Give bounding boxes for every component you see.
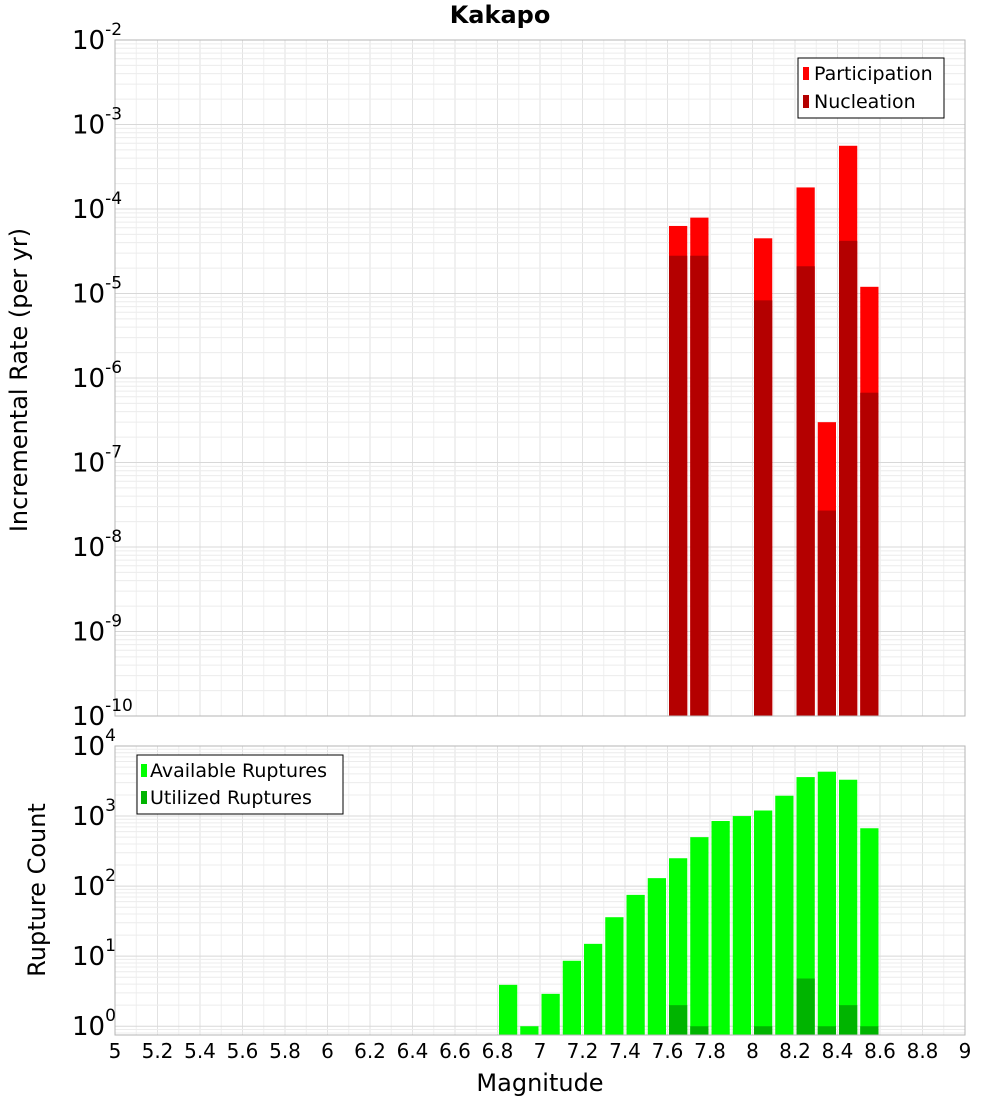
legend-swatch-participation — [803, 67, 809, 80]
bottom-bar-available-ruptures — [669, 858, 688, 1035]
x-tick-labels: 5 5.2 5.4 5.6 5.8 6 6.2 6.4 6.6 6.8 7 7.2 7.4 7.6 7.8 8… — [109, 1039, 972, 1063]
y-tick-label: 10-8 — [72, 527, 122, 563]
y-tick-label: 10-5 — [72, 274, 122, 310]
bottom-bar-utilized-ruptures — [690, 1026, 709, 1035]
top-bar-nucleation — [839, 240, 858, 716]
x-tick-label: 7.2 — [567, 1039, 599, 1063]
x-tick-label: 8.2 — [779, 1039, 811, 1063]
top-bar-nucleation — [669, 255, 688, 716]
y-tick-label: 100 — [72, 1006, 116, 1042]
top-y-ticks: 10-10 10-9 10-8 10-7 10-6 10-5 10-4 10-3 10-2 — [72, 20, 133, 732]
top-grid — [115, 40, 965, 716]
legend-swatch-utilized — [141, 791, 147, 804]
bottom-legend: Available Ruptures Utilized Ruptures — [136, 754, 344, 815]
bottom-bar-available-ruptures — [626, 894, 645, 1035]
bottom-bar-available-ruptures — [711, 821, 730, 1035]
bottom-bar-available-ruptures — [860, 828, 879, 1035]
x-tick-label: 9 — [959, 1039, 972, 1063]
y-tick-label: 104 — [72, 726, 116, 762]
bottom-y-ticks: 100 101 102 103 104 — [72, 726, 116, 1042]
chart-title: Kakapo — [450, 1, 551, 29]
x-tick-label: 7.8 — [694, 1039, 726, 1063]
y-tick-label: 10-6 — [72, 358, 122, 394]
top-bar-nucleation — [754, 300, 773, 716]
bottom-bar-available-ruptures — [605, 917, 624, 1035]
x-tick-label: 8.6 — [864, 1039, 896, 1063]
top-bars — [669, 145, 879, 717]
bottom-bar-available-ruptures — [775, 795, 794, 1035]
x-tick-label: 8.8 — [907, 1039, 939, 1063]
y-tick-label: 10-7 — [72, 443, 122, 479]
y-tick-label: 10-3 — [72, 105, 122, 141]
top-plot: 10-10 10-9 10-8 10-7 10-6 10-5 10-4 10-3 10-2 In… — [5, 20, 966, 732]
y-tick-label: 10-2 — [72, 20, 122, 56]
top-legend: Participation Nucleation — [797, 57, 945, 119]
legend-label-participation: Participation — [814, 63, 933, 85]
x-tick-label: 6.4 — [397, 1039, 429, 1063]
y-tick-label: 102 — [72, 866, 116, 902]
bottom-bar-available-ruptures — [690, 837, 709, 1035]
legend-label-nucleation: Nucleation — [814, 91, 916, 113]
x-tick-label: 6.2 — [354, 1039, 386, 1063]
bottom-bar-utilized-ruptures — [839, 1005, 858, 1035]
top-bar-nucleation — [817, 510, 836, 716]
legend-swatch-available — [141, 764, 147, 777]
bottom-bar-utilized-ruptures — [669, 1005, 688, 1035]
bottom-bar-available-ruptures — [647, 878, 666, 1035]
y-tick-label: 10-10 — [72, 696, 133, 732]
top-bar-nucleation — [860, 392, 879, 716]
legend-label-available: Available Ruptures — [150, 760, 327, 782]
x-tick-label: 5.4 — [184, 1039, 216, 1063]
bottom-bar-available-ruptures — [562, 960, 581, 1035]
bottom-bar-available-ruptures — [541, 993, 560, 1035]
bottom-bar-available-ruptures — [817, 771, 836, 1035]
bottom-y-axis-title: Rupture Count — [23, 803, 51, 977]
legend-swatch-nucleation — [803, 95, 809, 108]
legend-label-utilized: Utilized Ruptures — [150, 787, 312, 809]
y-tick-label: 10-9 — [72, 612, 122, 648]
top-legend-box — [797, 57, 945, 119]
y-tick-label: 101 — [72, 936, 116, 972]
x-tick-label: 8 — [746, 1039, 759, 1063]
x-tick-label: 6 — [321, 1039, 334, 1063]
x-tick-label: 6.6 — [439, 1039, 471, 1063]
bottom-plot-border — [114, 745, 966, 1036]
bottom-bar-available-ruptures — [732, 816, 751, 1035]
bottom-bar-available-ruptures — [796, 777, 815, 1035]
x-tick-label: 7.4 — [609, 1039, 641, 1063]
bottom-bar-available-ruptures — [839, 779, 858, 1035]
x-axis-title: Magnitude — [476, 1069, 603, 1097]
y-tick-label: 10-4 — [72, 189, 122, 225]
bottom-bar-utilized-ruptures — [817, 1026, 836, 1035]
bottom-bars — [499, 771, 879, 1035]
bottom-bar-available-ruptures — [754, 810, 773, 1035]
x-tick-label: 5 — [109, 1039, 122, 1063]
top-bar-nucleation — [690, 255, 709, 716]
y-tick-label: 103 — [72, 796, 116, 832]
x-tick-label: 6.8 — [482, 1039, 514, 1063]
x-tick-label: 5.6 — [227, 1039, 259, 1063]
bottom-bar-available-ruptures — [520, 1026, 539, 1035]
bottom-bar-utilized-ruptures — [754, 1026, 773, 1035]
x-tick-label: 8.4 — [822, 1039, 854, 1063]
bottom-bar-available-ruptures — [584, 943, 603, 1035]
bottom-legend-box — [136, 754, 344, 815]
bottom-bar-available-ruptures — [499, 984, 518, 1035]
bottom-bar-utilized-ruptures — [860, 1026, 879, 1035]
top-bar-nucleation — [796, 266, 815, 716]
bottom-plot: 100 101 102 103 104 5 5.2 5.4 5.6 5.8 6 6.2 6.4 6.6 6… — [23, 726, 971, 1097]
bottom-bar-utilized-ruptures — [796, 978, 815, 1035]
top-y-axis-title: Incremental Rate (per yr) — [5, 228, 33, 532]
x-tick-label: 5.8 — [269, 1039, 301, 1063]
x-tick-label: 7.6 — [652, 1039, 684, 1063]
x-tick-label: 7 — [534, 1039, 547, 1063]
top-plot-border — [114, 39, 966, 717]
x-tick-label: 5.2 — [142, 1039, 174, 1063]
